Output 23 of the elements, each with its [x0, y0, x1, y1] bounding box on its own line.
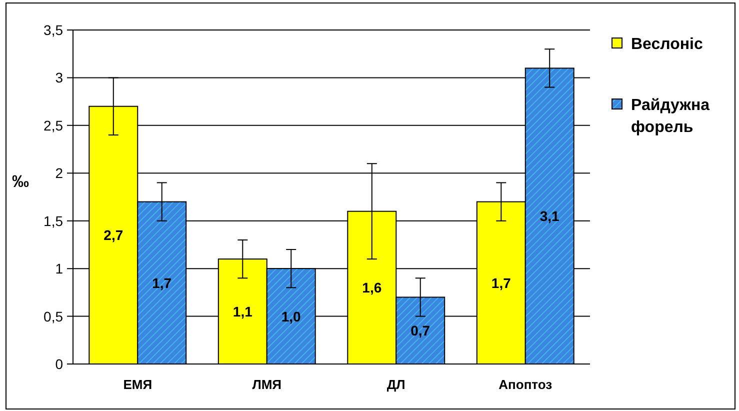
y-axis-title: ‰: [12, 172, 29, 191]
data-label: 1,0: [281, 308, 302, 324]
legend-label: Веслоніс: [631, 36, 703, 53]
y-tick-label: 0: [55, 356, 64, 372]
x-tick-label: Апоптоз: [498, 377, 553, 392]
y-tick-label: 3: [55, 70, 64, 86]
data-label: 0,7: [410, 322, 430, 339]
y-tick-label: 2,5: [44, 117, 64, 134]
data-label: 1,7: [152, 274, 172, 291]
data-label: 2,7: [104, 227, 124, 244]
data-label: 3,1: [540, 208, 560, 224]
data-label: 1,6: [362, 280, 382, 296]
data-label: 1,1: [232, 304, 253, 320]
x-tick-label: ЛМЯ: [252, 377, 282, 392]
x-tick-label: ЕМЯ: [123, 377, 152, 392]
legend-label: Райдужна форель: [631, 97, 710, 136]
data-label: 1,7: [491, 274, 512, 291]
y-tick-label: 2: [55, 165, 64, 182]
y-tick-label: 0,5: [44, 308, 64, 324]
x-tick-label: ДЛ: [386, 377, 406, 392]
y-tick-label: 3,5: [44, 22, 64, 38]
y-tick-label: 1,5: [44, 212, 64, 229]
y-tick-label: 1: [55, 260, 64, 277]
